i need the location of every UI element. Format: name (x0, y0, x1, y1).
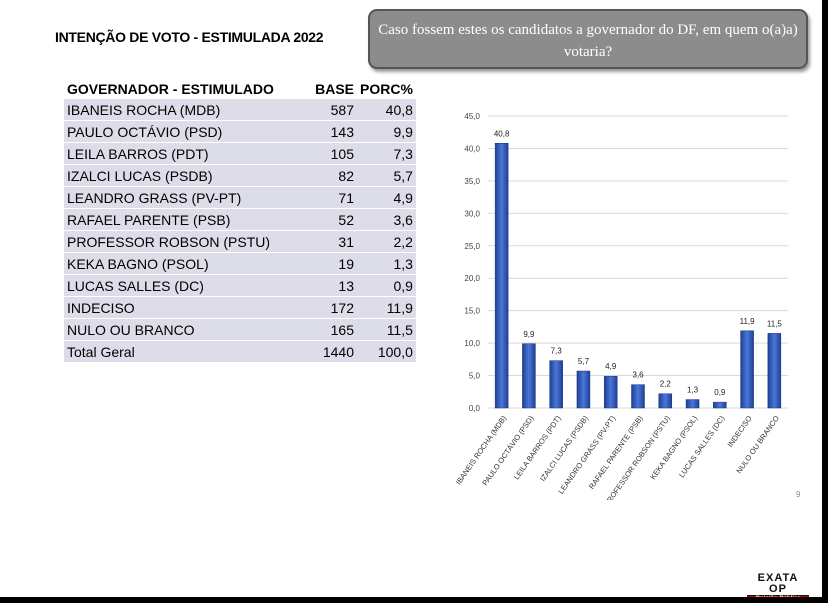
category-label: INDECISO (726, 414, 754, 449)
cell-percent: 7,3 (357, 142, 416, 165)
category-label: IZALCI LUCAS (PSDB) (538, 414, 590, 483)
cell-base: 82 (298, 164, 357, 187)
y-tick-label: 35,0 (464, 177, 480, 186)
table-row: PAULO OCTÁVIO (PSD) 143 9,9 (64, 120, 416, 143)
category-label: PAULO OCTÁVIO (PSD) (480, 414, 535, 488)
header-candidate: GOVERNADOR - ESTIMULADO (64, 78, 298, 99)
bar (658, 393, 673, 409)
cell-candidate: PROFESSOR ROBSON (PSTU) (64, 230, 298, 253)
cell-base: 52 (298, 208, 357, 231)
table-row: RAFAEL PARENTE (PSB) 52 3,6 (64, 208, 416, 231)
category-label: LEILA BARROS (PDT) (512, 414, 563, 482)
data-label: 9,9 (523, 330, 535, 339)
table-row: NULO OU BRANCO 165 11,5 (64, 318, 416, 341)
table-row: PROFESSOR ROBSON (PSTU) 31 2,2 (64, 230, 416, 253)
cell-base: 31 (298, 230, 357, 253)
data-label: 2,2 (660, 380, 672, 389)
bar (767, 333, 782, 409)
bar (522, 343, 536, 409)
right-border (822, 0, 828, 603)
cell-candidate: PAULO OCTÁVIO (PSD) (64, 120, 298, 143)
cell-candidate: NULO OU BRANCO (64, 318, 298, 341)
cell-base: 165 (298, 318, 357, 341)
data-label: 11,5 (767, 319, 783, 328)
cell-base: 19 (298, 252, 357, 275)
bottom-border (0, 597, 828, 603)
y-tick-label: 40,0 (464, 144, 480, 153)
y-tick-label: 20,0 (464, 274, 480, 283)
cell-candidate: KEKA BAGNO (PSOL) (64, 252, 298, 275)
y-tick-label: 30,0 (464, 209, 480, 218)
cell-percent: 11,9 (357, 296, 416, 319)
data-label: 0,9 (714, 388, 726, 397)
table-header-row: GOVERNADOR - ESTIMULADO BASE PORC% (64, 78, 416, 99)
cell-base: 587 (298, 99, 357, 121)
cell-percent: 5,7 (357, 164, 416, 187)
table-row: IBANEIS ROCHA (MDB) 587 40,8 (64, 99, 416, 121)
table-row: LEANDRO GRASS (PV-PT) 71 4,9 (64, 186, 416, 209)
cell-candidate: LUCAS SALLES (DC) (64, 274, 298, 297)
data-label: 5,7 (578, 357, 590, 366)
y-tick-label: 15,0 (464, 307, 480, 316)
cell-candidate: RAFAEL PARENTE (PSB) (64, 208, 298, 231)
cell-percent: 100,0 (357, 340, 416, 363)
data-label: 1,3 (687, 386, 699, 395)
cell-candidate: Total Geral (64, 340, 298, 363)
table-row: KEKA BAGNO (PSOL) 19 1,3 (64, 252, 416, 275)
category-label: KEKA BAGNO (PSOL) (648, 414, 699, 482)
data-label: 7,3 (551, 347, 563, 356)
header-base: BASE (298, 78, 357, 99)
data-label: 40,8 (494, 129, 510, 138)
cell-base: 143 (298, 120, 357, 143)
cell-percent: 1,3 (357, 252, 416, 275)
y-tick-label: 25,0 (464, 242, 480, 251)
page-number: 9 (796, 490, 801, 499)
bar (740, 330, 754, 409)
cell-base: 71 (298, 186, 357, 209)
cell-candidate: LEILA BARROS (PDT) (64, 142, 298, 165)
cell-percent: 0,9 (357, 274, 416, 297)
question-box: Caso fossem estes os candidatos a govern… (368, 9, 808, 69)
category-label: RAFAEL PARENTE (PSB) (587, 414, 645, 491)
y-tick-label: 5,0 (469, 372, 481, 381)
cell-percent: 4,9 (357, 186, 416, 209)
y-tick-label: 45,0 (464, 112, 480, 121)
cell-candidate: IZALCI LUCAS (PSDB) (64, 164, 298, 187)
bar (631, 384, 645, 409)
cell-candidate: IBANEIS ROCHA (MDB) (64, 99, 298, 121)
table-row: INDECISO 172 11,9 (64, 296, 416, 319)
cell-candidate: INDECISO (64, 296, 298, 319)
bar (576, 370, 591, 409)
cell-percent: 9,9 (357, 120, 416, 143)
table-row: LEILA BARROS (PDT) 105 7,3 (64, 142, 416, 165)
cell-percent: 11,5 (357, 318, 416, 341)
cell-percent: 3,6 (357, 208, 416, 231)
y-tick-label: 10,0 (464, 339, 480, 348)
category-label: IBANEIS ROCHA (MDB) (454, 414, 509, 487)
table-row: IZALCI LUCAS (PSDB) 82 5,7 (64, 164, 416, 187)
cell-percent: 40,8 (357, 99, 416, 121)
header-percent: PORC% (357, 78, 416, 99)
cell-base: 1440 (298, 340, 357, 363)
y-tick-label: 0,0 (469, 404, 481, 413)
bar (713, 401, 727, 409)
table-row: Total Geral 1440 100,0 (64, 340, 416, 363)
cell-base: 172 (298, 296, 357, 319)
bar (494, 143, 509, 409)
data-label: 4,9 (605, 362, 617, 371)
bar (549, 360, 563, 409)
table-row: LUCAS SALLES (DC) 13 0,9 (64, 274, 416, 297)
data-label: 3,6 (632, 371, 644, 380)
cell-base: 105 (298, 142, 357, 165)
results-table: GOVERNADOR - ESTIMULADO BASE PORC% IBANE… (64, 78, 416, 363)
cell-percent: 2,2 (357, 230, 416, 253)
bar (685, 399, 700, 409)
cell-candidate: LEANDRO GRASS (PV-PT) (64, 186, 298, 209)
bar (603, 375, 618, 409)
bar-chart: 0,0 5,0 10,0 15,0 20,0 25,0 30,0 35,0 40,0 45,0 40… (454, 112, 788, 500)
page-title: INTENÇÃO DE VOTO - ESTIMULADA 2022 (55, 29, 324, 45)
cell-base: 13 (298, 274, 357, 297)
data-label: 11,9 (740, 317, 756, 326)
